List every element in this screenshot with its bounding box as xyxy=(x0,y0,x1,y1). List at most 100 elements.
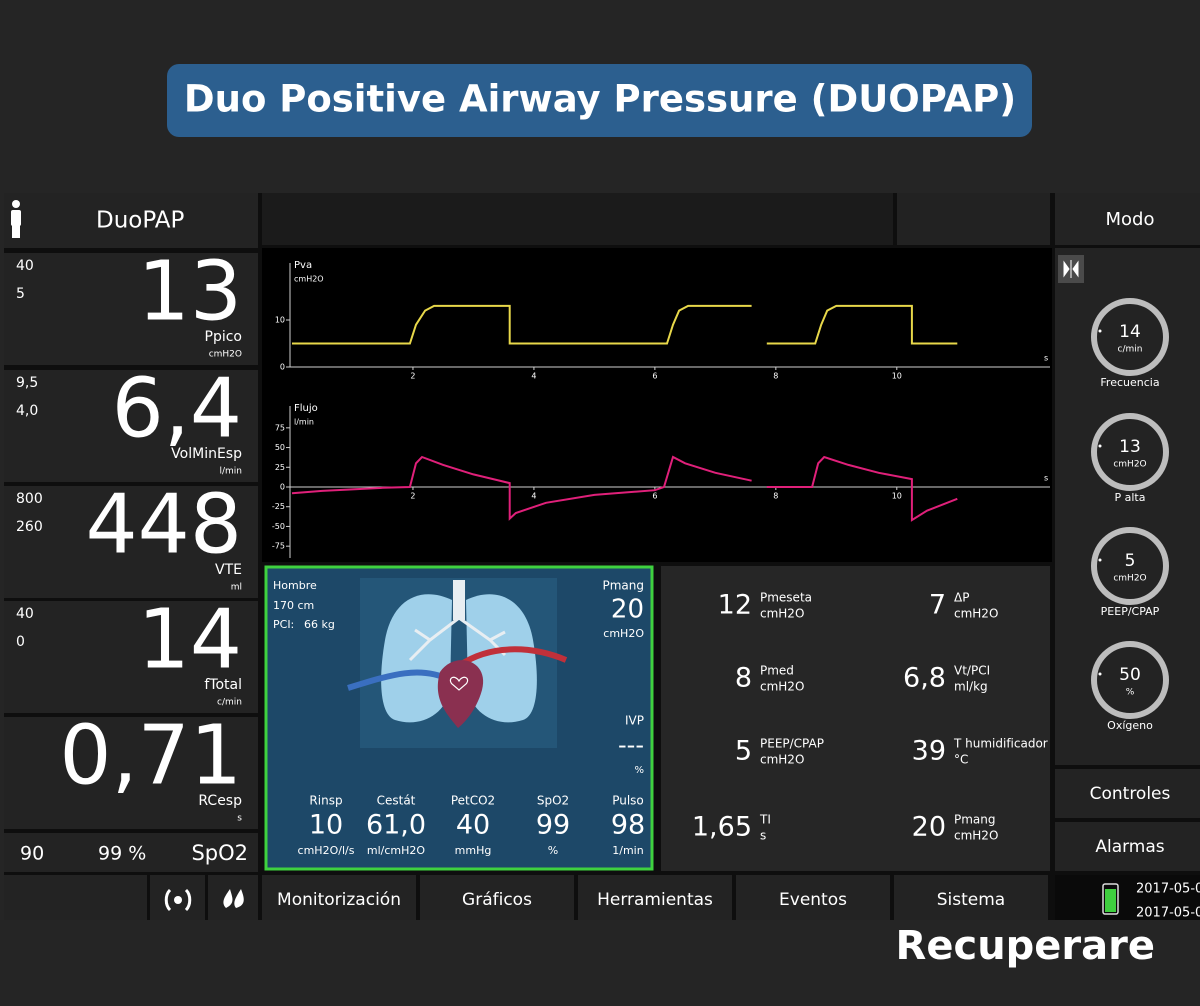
monitoring-unit: cmH2O xyxy=(954,607,998,621)
waveform-unit: cmH2O xyxy=(294,275,324,284)
x-tick-label: 6 xyxy=(652,492,657,501)
parameter-label: fTotal xyxy=(204,677,242,693)
control-unit: c/min xyxy=(1118,345,1143,355)
parameter-unit: c/min xyxy=(217,698,242,708)
spo2-box xyxy=(4,833,258,872)
control-dial-dot xyxy=(1098,444,1102,448)
monitoring-value: 12 xyxy=(718,590,752,621)
tab-button[interactable] xyxy=(736,875,890,920)
y-tick-label: 0 xyxy=(280,483,285,492)
control-dial[interactable] xyxy=(1091,413,1169,491)
control-dial[interactable] xyxy=(1091,298,1169,376)
parameter-value: 13 xyxy=(138,244,242,339)
tab-label[interactable]: Eventos xyxy=(779,890,847,910)
tab-label[interactable]: Gráficos xyxy=(462,890,532,910)
page-title: Duo Positive Airway Pressure (DUOPAP) xyxy=(184,78,1016,121)
x-tick-label: 2 xyxy=(410,372,415,381)
bronchi xyxy=(408,616,507,662)
reading-unit: mmHg xyxy=(455,844,492,857)
icon-button[interactable] xyxy=(208,875,258,920)
monitoring-label: ΔP xyxy=(954,591,969,605)
x-tick-label: 8 xyxy=(773,492,778,501)
control-value: 5 xyxy=(1125,551,1136,571)
control-dial-dot xyxy=(1098,329,1102,333)
control-label: PEEP/CPAP xyxy=(1101,605,1160,618)
control-dial-dot xyxy=(1098,558,1102,562)
monitoring-label: Vt/PCI xyxy=(954,664,990,678)
control-label: Oxígeno xyxy=(1107,719,1153,732)
x-tick-label: 8 xyxy=(773,372,778,381)
parameter-limit: 800 xyxy=(16,491,43,507)
tab-button[interactable] xyxy=(420,875,574,920)
y-tick-label: -25 xyxy=(272,502,285,511)
patient-ivp: --- xyxy=(618,731,644,759)
monitoring-value: 39 xyxy=(912,736,946,767)
drops-icon xyxy=(223,889,244,908)
monitoring-label: T humidificador xyxy=(953,737,1048,751)
nebulizer-icon-core xyxy=(174,896,182,904)
patient-ivp-label: IVP xyxy=(625,714,644,728)
side-button[interactable] xyxy=(1055,822,1200,871)
patient-icon-head xyxy=(12,200,20,208)
monitoring-unit: °C xyxy=(954,753,968,767)
reading-label: PetCO2 xyxy=(451,794,495,808)
spo2-label: SpO2 xyxy=(191,841,248,865)
waveform-x-unit: s xyxy=(1044,354,1048,363)
tab-button[interactable] xyxy=(894,875,1048,920)
monitoring-label: Pmed xyxy=(760,664,794,678)
side-button[interactable] xyxy=(1055,769,1200,818)
patient-ibw: 66 kg xyxy=(304,618,335,631)
control-dial[interactable] xyxy=(1091,641,1169,719)
control-unit: % xyxy=(1126,688,1135,698)
x-tick-label: 10 xyxy=(892,372,902,381)
reading-value: 61,0 xyxy=(366,810,426,841)
monitoring-value: 7 xyxy=(929,590,946,621)
side-button-label[interactable]: Controles xyxy=(1090,784,1171,804)
patient-ibw-label: PCI: xyxy=(273,618,294,631)
tab-label[interactable]: Herramientas xyxy=(597,890,713,910)
tab-button[interactable] xyxy=(578,875,732,920)
tab-button[interactable] xyxy=(262,875,416,920)
mode-button[interactable] xyxy=(1055,193,1200,245)
top-bar-right xyxy=(897,193,1050,245)
mode-label: DuoPAP xyxy=(96,208,184,234)
parameter-unit: ml xyxy=(231,583,242,593)
watermark: Recuperare xyxy=(896,923,1155,969)
artery xyxy=(458,646,568,668)
parameter-box xyxy=(4,717,258,829)
tab-label[interactable]: Monitorización xyxy=(277,890,401,910)
y-tick-label: -50 xyxy=(272,522,285,531)
monitoring-label: TI xyxy=(759,813,771,827)
spo2-low: 90 xyxy=(20,843,44,865)
reading-label: Cestát xyxy=(377,794,416,808)
reading-label: SpO2 xyxy=(537,794,569,808)
heart-icon xyxy=(449,676,469,691)
monitoring-unit: cmH2O xyxy=(760,680,804,694)
monitoring-value: 20 xyxy=(912,812,946,843)
monitoring-unit: cmH2O xyxy=(760,753,804,767)
waveform-line xyxy=(291,455,958,522)
y-tick-label: 0 xyxy=(280,363,285,372)
parameter-value: 448 xyxy=(85,477,242,572)
tab-label[interactable]: Sistema xyxy=(937,890,1005,910)
reading-unit: cmH2O/l/s xyxy=(298,844,355,857)
side-button-label[interactable]: Alarmas xyxy=(1095,837,1164,857)
patient-pmang-unit: cmH2O xyxy=(603,627,644,640)
control-dial[interactable] xyxy=(1091,527,1169,605)
parameter-unit: s xyxy=(237,814,242,824)
parameter-limit: 40 xyxy=(16,606,34,622)
y-tick-label: 25 xyxy=(275,463,285,472)
control-label: P alta xyxy=(1115,491,1146,504)
monitoring-panel xyxy=(661,566,1050,871)
patient-ivp-unit: % xyxy=(634,765,644,776)
parameter-limit: 40 xyxy=(16,258,34,274)
patient-sex: Hombre xyxy=(273,579,317,592)
patient-pmang-label: Pmang xyxy=(602,579,644,593)
control-dial-dot xyxy=(1098,672,1102,676)
control-unit: cmH2O xyxy=(1113,460,1146,470)
parameter-value: 0,71 xyxy=(59,708,242,803)
monitoring-value: 1,65 xyxy=(692,812,752,843)
parameter-box xyxy=(4,486,258,598)
trachea xyxy=(453,580,465,620)
control-value: 14 xyxy=(1119,322,1141,342)
